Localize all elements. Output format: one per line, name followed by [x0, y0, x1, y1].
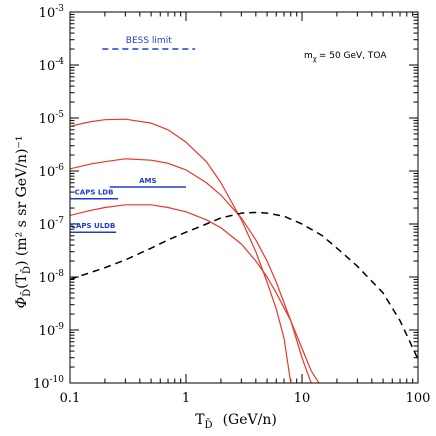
plot-frame: [69, 11, 419, 384]
y-tick-label: 10-5: [39, 110, 65, 127]
series-layer: [70, 118, 418, 383]
limit-label-2: AMS: [139, 177, 156, 185]
series-line-4: [70, 211, 418, 360]
y-axis-label-main: Φ: [14, 297, 30, 308]
annotation-mass: mχ = 50 GeV, TOA: [304, 51, 387, 63]
series-line-1: [70, 118, 292, 383]
y-axis-label: ΦD̄(TD̄) (m² s sr GeV/n)⁻¹: [14, 136, 33, 309]
limit-label-4: CAPS ULDB: [71, 222, 115, 230]
labels-layer: 0.1 1 10 10010-310-410-510-610-710-810-910-…: [33, 4, 430, 406]
y-axis-label-unit: ) (m² s sr GeV/n)⁻¹: [14, 136, 30, 266]
y-tick-base: 10: [39, 112, 56, 127]
y-tick-base: 10: [39, 59, 56, 74]
y-axis-label-sub: D̄: [21, 289, 33, 297]
y-tick-label: 10-9: [39, 322, 65, 339]
series-line-2: [70, 158, 312, 383]
x-tick-label: 10: [294, 391, 311, 406]
y-tick-label: 10-10: [33, 375, 64, 392]
x-axis-label-main: T: [195, 412, 205, 428]
y-axis-label-arg: (T: [14, 273, 30, 288]
ticks-layer: [69, 12, 418, 384]
x-tick-label: 100: [406, 391, 431, 406]
y-tick-exponent: -3: [55, 4, 64, 14]
annotation-mass-rest: = 50 GeV, TOA: [319, 51, 388, 61]
limit-label-1: BESS limit: [126, 36, 172, 46]
y-tick-exponent: -9: [55, 322, 64, 332]
y-tick-exponent: -4: [55, 57, 64, 67]
y-tick-base: 10: [39, 218, 56, 233]
y-tick-exponent: -6: [55, 163, 64, 173]
x-axis-label-sub: D̄: [205, 419, 213, 431]
x-axis-label-unit: (GeV/n): [223, 412, 277, 428]
y-tick-label: 10-4: [39, 57, 65, 74]
y-axis-label-arg-sub: D̄: [21, 266, 33, 274]
limit-label-3: CAPS LDB: [75, 189, 114, 197]
y-tick-label: 10-6: [39, 163, 65, 180]
series-line-3: [70, 204, 320, 383]
x-tick-label: 0.1: [60, 391, 81, 406]
y-tick-base: 10: [39, 324, 56, 339]
y-tick-exponent: -7: [55, 216, 64, 226]
y-tick-label: 10-3: [39, 4, 65, 21]
y-tick-base: 10: [33, 377, 50, 392]
y-tick-exponent: -8: [55, 269, 64, 279]
x-axis-label: TD̄ (GeV/n): [195, 412, 277, 431]
annotation-mass-sub: χ: [313, 55, 317, 63]
y-tick-exponent: -5: [55, 110, 64, 120]
y-tick-label: 10-7: [39, 216, 65, 233]
y-tick-base: 10: [39, 6, 56, 21]
annotation-mass-main: m: [304, 51, 313, 61]
y-tick-base: 10: [39, 165, 56, 180]
x-tick-label: 1: [182, 391, 190, 406]
limits-layer: BESS limit AMS CAPS LDB CAPS ULDB: [70, 36, 196, 233]
y-tick-exponent: -10: [50, 375, 65, 385]
y-tick-base: 10: [39, 271, 56, 286]
y-tick-label: 10-8: [39, 269, 65, 286]
